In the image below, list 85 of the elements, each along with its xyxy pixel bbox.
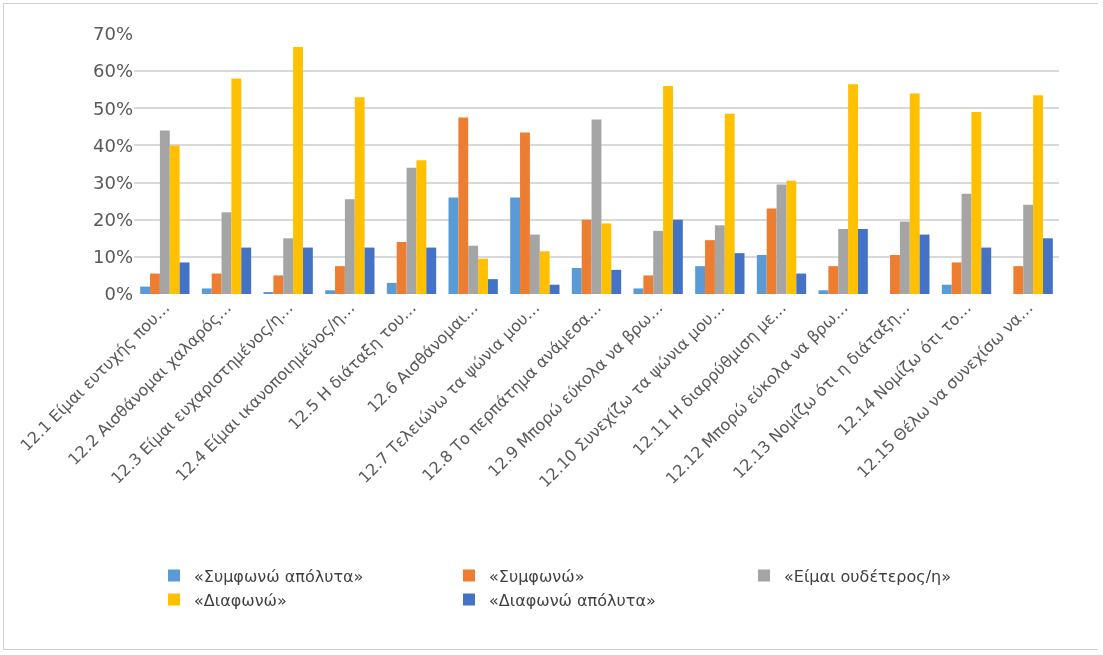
bar <box>857 229 868 294</box>
bar <box>448 197 459 294</box>
bar <box>458 117 469 294</box>
bar <box>396 242 407 294</box>
bar <box>273 275 284 294</box>
bar <box>663 86 673 294</box>
bar <box>386 282 397 294</box>
bar <box>734 253 745 294</box>
bar <box>909 93 920 294</box>
bar <box>468 245 479 294</box>
bar <box>302 247 313 294</box>
bar <box>529 234 540 294</box>
bar <box>601 223 612 294</box>
bar <box>221 212 232 294</box>
bar <box>179 262 190 294</box>
legend-label: «Διαφωνώ» <box>194 590 287 610</box>
bar <box>1013 266 1024 294</box>
legend-label: «Συμφωνώ» <box>489 566 585 586</box>
bar <box>890 255 900 294</box>
bar <box>951 262 962 294</box>
bar <box>231 78 242 294</box>
bar <box>653 230 664 294</box>
y-tick-label: 50% <box>92 97 133 119</box>
bar <box>487 279 498 294</box>
legend-label: «Διαφωνώ απόλυτα» <box>489 590 656 610</box>
bar <box>786 180 797 294</box>
bar <box>283 238 294 294</box>
bar <box>140 286 151 294</box>
bar <box>549 284 560 294</box>
bar <box>981 247 992 294</box>
y-tick-label: 0% <box>104 283 133 305</box>
bar <box>961 193 972 294</box>
bar <box>1042 238 1053 294</box>
bar <box>714 225 725 294</box>
bar <box>1033 95 1043 294</box>
bar <box>354 97 365 294</box>
bar <box>941 284 952 294</box>
bar <box>344 199 355 294</box>
bar <box>818 290 829 294</box>
bar <box>335 266 345 294</box>
bar <box>796 273 807 294</box>
bar <box>241 247 252 294</box>
bar <box>1023 204 1034 294</box>
bar <box>756 255 767 294</box>
bar <box>766 208 777 294</box>
bar <box>776 184 787 294</box>
bar <box>364 247 375 294</box>
bar <box>705 240 715 294</box>
bar <box>325 290 336 294</box>
bar <box>406 167 417 294</box>
bar <box>201 288 212 294</box>
bar <box>643 275 654 294</box>
bar <box>591 119 602 294</box>
y-tick-label: 60% <box>92 60 133 82</box>
bar <box>571 268 582 294</box>
bar <box>581 219 592 294</box>
bar <box>633 288 644 294</box>
bar <box>293 47 303 294</box>
bar <box>971 112 982 294</box>
legend-label: «Συμφωνώ απόλυτα» <box>194 566 364 586</box>
bar <box>426 247 437 294</box>
bar <box>695 266 706 294</box>
bar <box>539 251 550 294</box>
bar <box>478 258 488 294</box>
y-tick-label: 10% <box>92 246 133 268</box>
bar <box>211 273 222 294</box>
bar <box>150 273 160 294</box>
bar <box>828 266 839 294</box>
y-tick-label: 20% <box>92 209 133 231</box>
y-tick-label: 30% <box>92 171 133 193</box>
bar <box>899 221 910 294</box>
bar <box>169 145 180 294</box>
bar <box>672 219 683 294</box>
bar <box>611 269 622 294</box>
bar <box>838 229 849 294</box>
y-tick-label: 40% <box>92 134 133 156</box>
bar <box>848 84 858 294</box>
bar <box>416 160 427 294</box>
legend-label: «Είμαι ουδέτερος/η» <box>784 566 951 586</box>
bar <box>520 132 530 294</box>
bar <box>919 234 930 294</box>
bar <box>724 113 735 294</box>
bar <box>159 130 170 294</box>
y-tick-label: 70% <box>92 23 133 45</box>
bar <box>510 197 521 294</box>
